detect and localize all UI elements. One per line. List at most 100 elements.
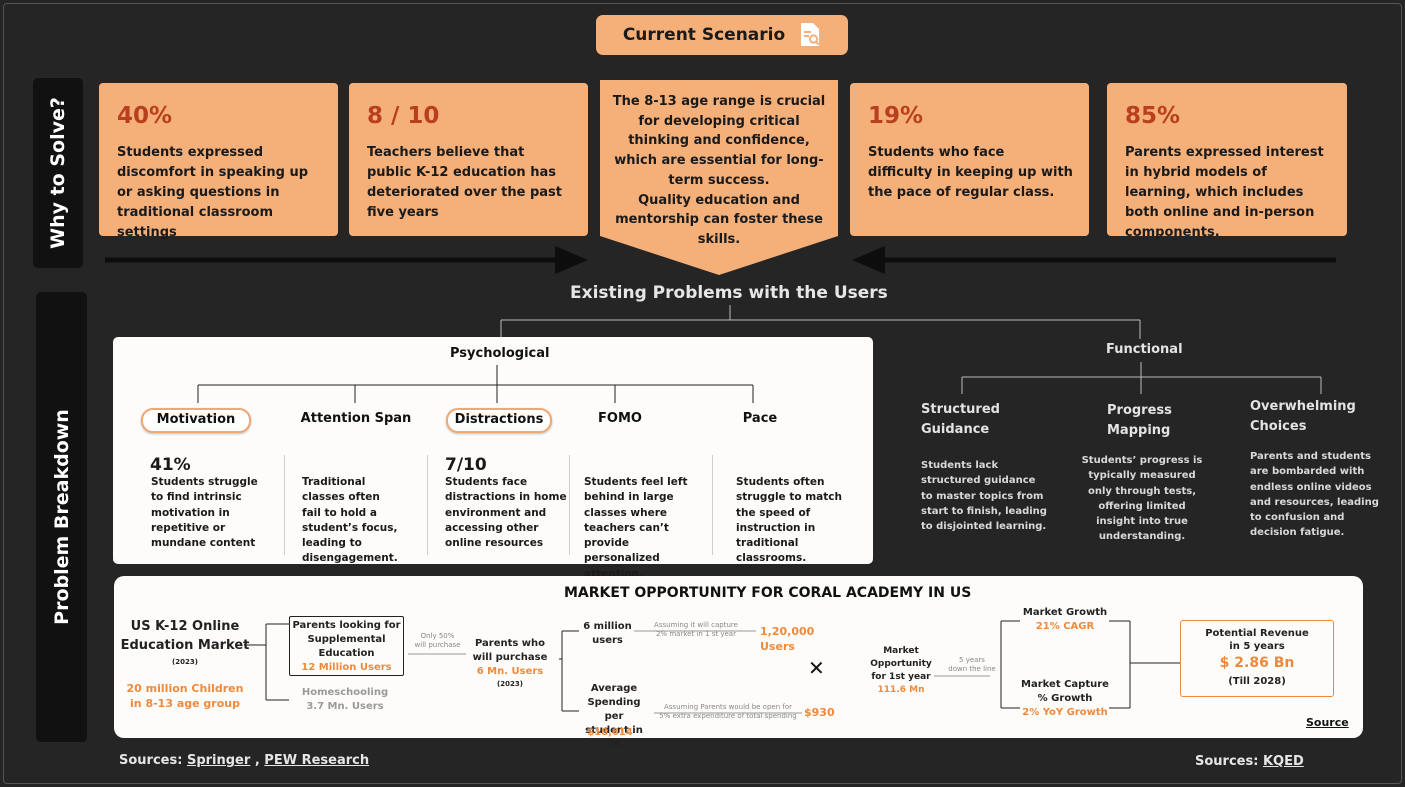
structured-guidance-text: Students lack structured guidance to mas…: [921, 460, 1047, 533]
label-line: Education: [318, 648, 375, 659]
stat-value: 40%: [117, 103, 173, 129]
overwhelming-choices-text: Parents and students are bombarded with …: [1250, 451, 1379, 539]
market-flow-lines: [244, 620, 1180, 714]
label-line: Parents who: [474, 638, 546, 649]
label-line: in 8-13 age group: [130, 697, 240, 710]
label-line: Market Opportunity: [870, 646, 932, 669]
spend-result: $930: [804, 706, 835, 719]
center-text-1: The 8-13 age range is crucial for develo…: [612, 94, 826, 188]
springer-link[interactable]: Springer: [186, 753, 251, 768]
market-growth: Market Growth 21% CAGR: [1020, 606, 1110, 634]
stat-value: 8 / 10: [367, 103, 440, 129]
purchase-users: 6 Mn. Users: [476, 666, 544, 677]
stat-value: 85%: [1125, 103, 1181, 129]
sources-label: Sources:: [1195, 754, 1259, 769]
label-line: Progress: [1107, 403, 1172, 418]
us-market-year: (2023): [172, 658, 198, 666]
market-title: MARKET OPPORTUNITY FOR CORAL ACADEMY IN …: [564, 585, 972, 601]
label-line: will purchase: [472, 652, 548, 663]
label-line: Choices: [1250, 419, 1307, 434]
attention-span-text: Traditional classes often fail to hold a…: [302, 476, 398, 565]
source-link[interactable]: Source: [1306, 716, 1349, 729]
label-line: 20 million Children: [126, 682, 244, 695]
market-panel: [114, 576, 1363, 738]
note-line: 5 years: [959, 656, 985, 664]
slide-frame: [3, 3, 1402, 784]
note-only-50: Only 50% will purchase: [410, 632, 465, 650]
potential-revenue-box: Potential Revenue in 5 years $ 2.86 Bn (…: [1180, 620, 1334, 697]
stat-card-85: 85% Parents expressed interest in hybrid…: [1107, 83, 1347, 240]
note-line: Only 50%: [420, 632, 455, 640]
six-million-users: 6 million users: [580, 620, 635, 648]
multiply-icon: ✕: [808, 656, 825, 680]
problem-breakdown-tab: Problem Breakdown: [36, 292, 87, 742]
market-capture: Market Capture % Growth 2% YoY Growth: [1015, 678, 1115, 720]
note-line: 5% extra expenditure of total spending: [659, 712, 797, 720]
potential-value: $ 2.86 Bn: [1219, 655, 1295, 671]
label-line: Education Market: [120, 638, 250, 653]
label-line: Guidance: [921, 422, 990, 437]
note-line: Assuming Parents would be open for: [663, 703, 793, 711]
existing-problems-title: Existing Problems with the Users: [570, 283, 888, 303]
column-divider: [712, 455, 713, 555]
progress-mapping-text: Students’ progress is typically measured…: [1081, 455, 1203, 543]
parents-purchase: Parents who will purchase 6 Mn. Users (2…: [470, 637, 550, 689]
homeschooling: Homeschooling 3.7 Mn. Users: [290, 686, 400, 714]
children-count: 20 million Children in 8-13 age group: [122, 681, 248, 711]
pew-research-link[interactable]: PEW Research: [264, 753, 370, 768]
average-spending: Average Spending per student in US: [577, 682, 651, 752]
separator: ,: [254, 753, 260, 768]
opp-value: 111.6 Mn: [877, 685, 925, 695]
note-spending: Assuming Parents would be open for 5% ex…: [652, 703, 804, 721]
label-line: Homeschooling: [301, 687, 389, 698]
label-line: US K-12 Online: [130, 619, 240, 634]
distractions-pill: Distractions: [446, 408, 552, 433]
why-to-solve-tab: Why to Solve?: [33, 78, 83, 268]
kqed-link[interactable]: KQED: [1262, 754, 1304, 769]
us-market-label: US K-12 Online Education Market: [120, 617, 250, 655]
column-divider: [569, 455, 570, 555]
capture-value: 2% YoY Growth: [1022, 707, 1108, 718]
header-pill: Current Scenario: [596, 15, 848, 55]
label-line: Overwhelming: [1250, 399, 1356, 414]
why-to-solve-label: Why to Solve?: [47, 97, 69, 249]
stat-card-40: 40% Students expressed discomfort in spe…: [99, 83, 338, 240]
label-line: Supplemental: [307, 634, 386, 645]
label-line: 3.7 Mn. Users: [306, 701, 384, 712]
distractions-value: 7/10: [445, 455, 487, 475]
overwhelming-choices-label: Overwhelming Choices: [1250, 397, 1356, 437]
stat-text: Students expressed discomfort in speakin…: [117, 145, 309, 240]
supplemental-users: 12 Million Users: [301, 662, 392, 673]
functional-connector: [961, 362, 1322, 394]
motivation-value: 41%: [150, 455, 191, 475]
motivation-text: Students struggle to find intrinsic moti…: [151, 476, 258, 550]
supplemental-box: Parents looking for Supplemental Educati…: [289, 616, 404, 676]
problems-connector: [500, 305, 1141, 339]
spend-value: $18,614: [587, 727, 633, 738]
column-divider: [284, 455, 285, 555]
label-line: Potential Revenue: [1205, 628, 1309, 639]
motivation-pill: Motivation: [141, 408, 251, 433]
stat-value: 19%: [868, 103, 924, 129]
center-text-2: Quality education and mentorship can fos…: [615, 192, 823, 247]
note-line: Assuming it will capture: [654, 621, 738, 629]
note-line: 2% market in 1 st year: [656, 630, 736, 638]
note-line: down the line: [948, 665, 996, 673]
label-line: Mapping: [1107, 423, 1171, 438]
functional-title: Functional: [1106, 342, 1183, 357]
stat-card-19: 19% Students who face difficulty in keep…: [850, 83, 1089, 236]
fomo-text: Students feel left behind in large class…: [584, 476, 688, 580]
market-opportunity: Market Opportunity for 1st year 111.6 Mn: [852, 645, 950, 697]
label-line: in 5 years: [1229, 641, 1285, 652]
growth-value: 21% CAGR: [1035, 621, 1095, 632]
problem-breakdown-label: Problem Breakdown: [50, 409, 73, 625]
label-line: % Growth: [1037, 693, 1093, 704]
label-line: Market Capture: [1021, 679, 1109, 690]
footer-sources-left: Sources: Springer , PEW Research: [119, 753, 369, 768]
stat-card-8-of-10: 8 / 10 Teachers believe that public K-12…: [349, 83, 588, 236]
potential-label: Potential Revenue in 5 years: [1181, 627, 1333, 653]
note-line: will purchase: [414, 641, 461, 649]
psychological-panel: [113, 337, 873, 564]
pace-label: Pace: [742, 411, 778, 426]
potential-till: (Till 2028): [1228, 676, 1286, 687]
